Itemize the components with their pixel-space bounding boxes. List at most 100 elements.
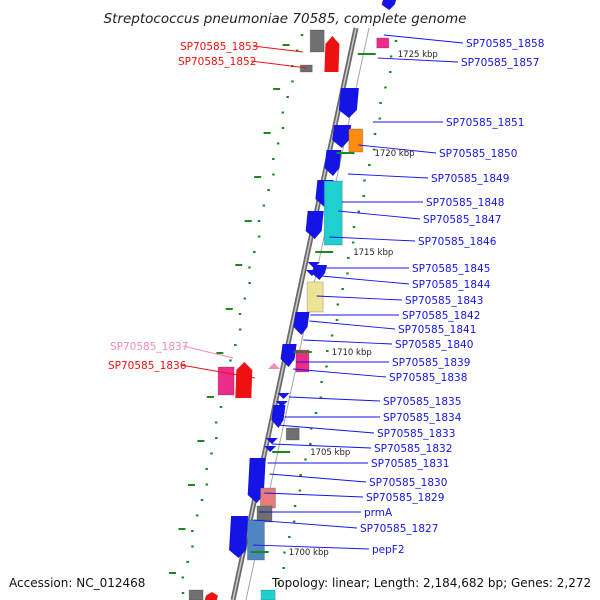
gene-blue[interactable] [305, 211, 324, 239]
skew-dot [181, 592, 185, 594]
skew-dot [281, 111, 285, 114]
gene-blue[interactable] [332, 125, 352, 148]
skew-dot [335, 319, 339, 321]
gene-label-SP70585_1852[interactable]: SP70585_1852 [178, 56, 256, 68]
gene-label-SP70585_1832[interactable]: SP70585_1832 [374, 443, 452, 455]
gene-steel[interactable] [246, 519, 265, 561]
leader-SP70585_1833 [277, 424, 375, 434]
gene-label-SP70585_1827[interactable]: SP70585_1827 [360, 523, 438, 535]
gene-blue[interactable] [229, 516, 249, 558]
gene-small-arrow[interactable] [305, 270, 318, 276]
skew-dot [214, 421, 218, 424]
gene-label-SP70585_1849[interactable]: SP70585_1849 [431, 173, 509, 185]
gene-red[interactable] [235, 362, 253, 398]
gene-label-SP70585_1831[interactable]: SP70585_1831 [371, 458, 449, 470]
gene-small-arrow[interactable] [271, 420, 284, 426]
gene-label-SP70585_1833[interactable]: SP70585_1833 [377, 428, 455, 440]
gene-gray[interactable] [256, 505, 273, 523]
label-leader-lines [180, 34, 464, 550]
skew-tick [216, 352, 224, 354]
gene-label-SP70585_1834[interactable]: SP70585_1834 [383, 412, 462, 424]
gene-label-SP70585_1840[interactable]: SP70585_1840 [395, 339, 473, 351]
gene-label-SP70585_1853[interactable]: SP70585_1853 [180, 41, 258, 53]
skew-dot [298, 489, 302, 492]
gene-label-SP70585_1857[interactable]: SP70585_1857 [461, 57, 539, 69]
gc-skew-dots [169, 34, 398, 600]
gene-red[interactable] [324, 36, 340, 72]
gene-1837-arrow[interactable] [268, 363, 280, 369]
skew-dot [186, 561, 189, 563]
gene-blue[interactable] [311, 265, 327, 280]
gene-blue[interactable] [338, 88, 359, 118]
skew-dot [257, 220, 261, 222]
skew-dot [272, 158, 275, 160]
gene-pink[interactable] [217, 366, 235, 396]
gene-label-SP70585_1839[interactable]: SP70585_1839 [392, 357, 470, 369]
skew-dot [319, 396, 323, 399]
skew-dot [373, 133, 377, 135]
gene-blue[interactable] [293, 312, 310, 335]
gene-label-pepF2[interactable]: pepF2 [372, 544, 405, 556]
gene-label-SP70585_1830[interactable]: SP70585_1830 [369, 477, 447, 489]
skew-dot [267, 189, 270, 191]
gene-label-SP70585_1845[interactable]: SP70585_1845 [412, 263, 490, 275]
gene-gray[interactable] [299, 64, 313, 73]
gene-label-SP70585_1841[interactable]: SP70585_1841 [398, 324, 476, 336]
gene-cyan[interactable] [323, 180, 343, 246]
skew-dot [243, 297, 247, 300]
skew-tick [187, 484, 195, 486]
gene-salmon[interactable] [259, 487, 276, 509]
skew-dot [191, 545, 194, 548]
leader-SP70585_1838 [293, 368, 387, 378]
gene-label-SP70585_1842[interactable]: SP70585_1842 [402, 310, 480, 322]
skew-dot [363, 179, 366, 182]
skew-dot [229, 359, 232, 362]
gene-label-SP70585_1836[interactable]: SP70585_1836 [108, 360, 187, 372]
gene-label-SP70585_1837[interactable]: SP70585_1837 [110, 341, 188, 353]
gene-gray[interactable] [309, 29, 325, 53]
leader-SP70585_1835 [288, 396, 381, 402]
gene-label-SP70585_1848[interactable]: SP70585_1848 [426, 197, 504, 209]
gene-label-SP70585_1829[interactable]: SP70585_1829 [366, 492, 444, 504]
gene-gray[interactable] [285, 427, 300, 441]
gene-pink[interactable] [295, 349, 310, 373]
leader-SP70585_1829 [264, 492, 364, 498]
gene-small-arrow[interactable] [265, 438, 278, 444]
kbp-marker-2: 1715 kbp [353, 248, 393, 258]
leader-SP70585_1830 [269, 473, 367, 483]
gene-blue[interactable] [381, 0, 397, 10]
gene-small-arrow[interactable] [264, 446, 277, 452]
gene-label-SP70585_1850[interactable]: SP70585_1850 [439, 148, 517, 160]
leader-SP70585_1853 [252, 45, 304, 53]
skew-dot [330, 334, 334, 337]
gene-small-arrow[interactable] [273, 412, 286, 418]
gene-orange[interactable] [348, 128, 364, 153]
skew-dot [292, 520, 296, 523]
gene-blue[interactable] [324, 150, 342, 176]
gene-pink[interactable] [376, 37, 390, 49]
gene-blue[interactable] [280, 344, 297, 367]
gene-small-arrow[interactable] [307, 262, 320, 268]
skew-dot [325, 365, 328, 368]
gene-label-SP70585_1844[interactable]: SP70585_1844 [412, 279, 491, 291]
gene-gray[interactable] [188, 589, 204, 600]
gene-label-prmA[interactable]: prmA [364, 507, 393, 519]
gene-label-SP70585_1847[interactable]: SP70585_1847 [423, 214, 501, 226]
gene-label-SP70585_1846[interactable]: SP70585_1846 [418, 236, 497, 248]
gene-cyan[interactable] [260, 589, 276, 600]
skew-dot [378, 117, 382, 120]
gene-label-SP70585_1838[interactable]: SP70585_1838 [389, 372, 467, 384]
gene-label-SP70585_1851[interactable]: SP70585_1851 [446, 117, 524, 129]
gene-label-SP70585_1835[interactable]: SP70585_1835 [383, 396, 461, 408]
gene-label-SP70585_1858[interactable]: SP70585_1858 [466, 38, 544, 50]
gene-label-SP70585_1843[interactable]: SP70585_1843 [405, 295, 483, 307]
gene-small-arrow[interactable] [275, 401, 288, 407]
gene-yellow[interactable] [306, 281, 324, 313]
skew-dot [384, 86, 387, 89]
skew-tick [273, 88, 281, 90]
gene-red[interactable] [204, 592, 218, 600]
gene-labels[interactable]: SP70585_1858 SP70585_1857 SP70585_1851 SP70… [108, 38, 544, 556]
gene-track[interactable] [188, 0, 397, 600]
skew-dot [205, 468, 208, 470]
gene-small-arrow[interactable] [277, 393, 290, 399]
